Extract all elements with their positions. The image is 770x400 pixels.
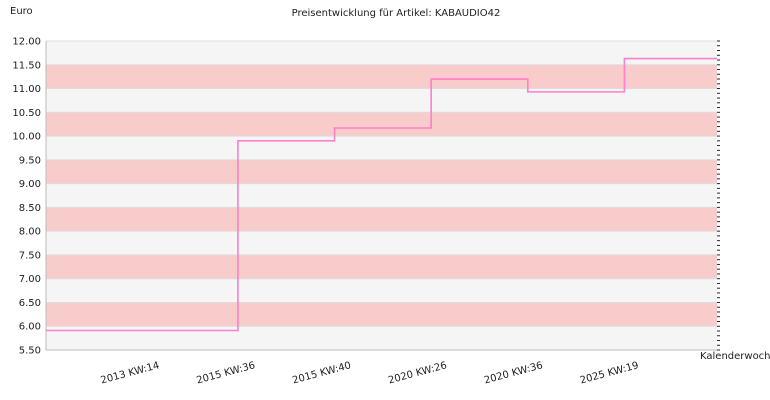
plot-band (46, 326, 717, 350)
x-tick-label: 2025 KW:19 (579, 360, 640, 386)
plot-band (46, 302, 717, 327)
plot-band (46, 183, 717, 208)
x-tick-label: 2015 KW:40 (291, 360, 352, 386)
y-tick-label: 7.00 (19, 274, 41, 285)
x-tick-label-group: 2015 KW:36 (195, 360, 256, 386)
plot-band (46, 136, 717, 160)
y-tick-label: 10.00 (12, 132, 41, 143)
y-tick-label: 7.50 (19, 250, 41, 261)
plot-band (46, 159, 717, 184)
right-axis-minor-ticks (717, 40, 720, 351)
x-tick-label-group: 2015 KW:40 (291, 360, 352, 386)
plot-background-bands (46, 41, 717, 350)
x-tick-label: 2020 KW:36 (483, 360, 544, 386)
x-tick-label: 2013 KW:14 (100, 360, 161, 386)
x-tick-label: 2020 KW:26 (387, 360, 448, 386)
y-axis-label: Euro (10, 6, 33, 17)
y-tick-label: 11.50 (12, 60, 41, 71)
y-axis-ticks: 12.00 11.50 11.00 10.50 10.00 9.50 9.00 8.50 8.0… (12, 37, 41, 357)
plot-band (46, 64, 717, 89)
plot-band (46, 278, 717, 303)
plot-band (46, 207, 717, 232)
y-tick-label: 5.50 (19, 346, 41, 357)
plot-band (46, 254, 717, 279)
price-series-line (46, 57, 717, 332)
plot-band (46, 231, 717, 255)
x-axis-label: Kalenderwoche (700, 351, 770, 362)
y-tick-label: 9.00 (19, 179, 41, 190)
x-tick-label-group: 2020 KW:36 (483, 360, 544, 386)
x-tick-label-group: 2020 KW:26 (387, 360, 448, 386)
y-tick-label: 12.00 (12, 37, 41, 48)
series-group (46, 57, 717, 332)
y-tick-label: 11.00 (12, 84, 41, 95)
y-tick-label: 6.00 (19, 322, 41, 333)
y-tick-label: 8.50 (19, 203, 41, 214)
y-tick-label: 10.50 (12, 108, 41, 119)
y-tick-label: 8.00 (19, 227, 41, 238)
y-tick-label: 9.50 (19, 155, 41, 166)
chart-title: Preisentwicklung für Artikel: KABAUDIO42 (292, 8, 501, 19)
x-tick-label-group: 2013 KW:14 (100, 360, 161, 386)
x-tick-label: 2015 KW:36 (195, 360, 256, 386)
y-tick-label: 6.50 (19, 298, 41, 309)
plot-grid (45, 40, 717, 351)
plot-band (46, 88, 717, 113)
x-tick-label-group: 2025 KW:19 (579, 360, 640, 386)
plot-band (46, 112, 717, 137)
plot-band (46, 41, 717, 65)
x-axis-ticks: 2013 KW:14 2015 KW:36 2015 KW:40 2020 KW:26… (100, 360, 640, 386)
